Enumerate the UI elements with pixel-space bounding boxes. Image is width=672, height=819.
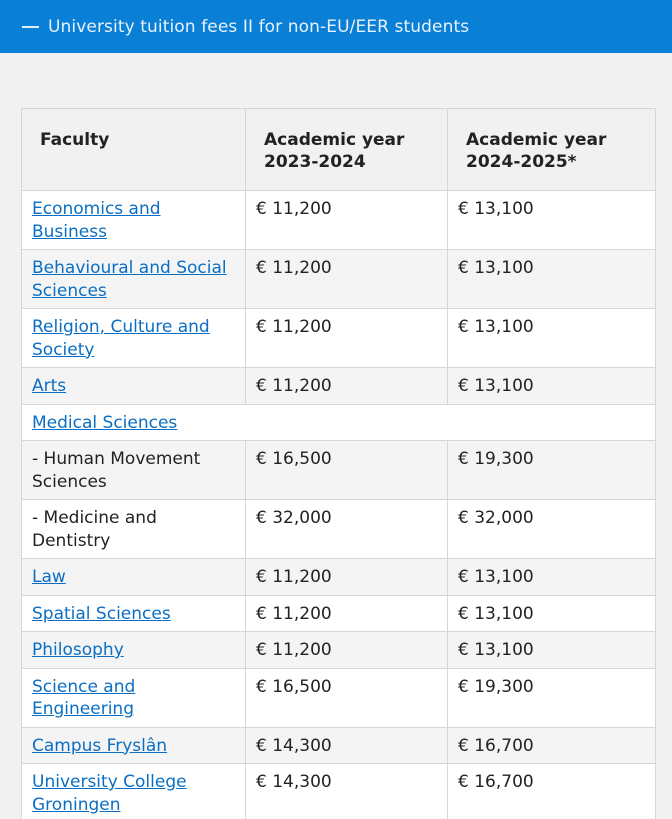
faculty-link[interactable]: Law <box>32 567 66 587</box>
fee-2023-2024-cell: € 11,200 <box>245 249 448 309</box>
fee-2023-2024-cell: € 11,200 <box>245 594 448 632</box>
fee-2024-2025-cell: € 13,100 <box>447 631 656 669</box>
faculty-cell: University College Groningen <box>21 763 246 819</box>
fee-2023-2024-cell: € 11,200 <box>245 558 448 596</box>
fee-2024-2025-cell: € 13,100 <box>447 249 656 309</box>
faculty-label: - Human Movement Sciences <box>32 449 201 492</box>
faculty-cell: Arts <box>21 367 246 405</box>
fee-2024-2025-cell: € 13,100 <box>447 367 656 405</box>
faculty-link[interactable]: Philosophy <box>32 640 124 660</box>
faculty-link[interactable]: Behavioural and Social Sciences <box>32 258 227 301</box>
faculty-cell: Religion, Culture and Society <box>21 308 246 368</box>
faculty-link[interactable]: Arts <box>32 376 67 396</box>
table-row: - Medicine and Dentistry € 32,000 € 32,000 <box>21 499 656 559</box>
table-row: Spatial Sciences € 11,200 € 13,100 <box>21 594 656 632</box>
faculty-cell: - Medicine and Dentistry <box>21 499 246 559</box>
fee-2024-2025-cell: € 32,000 <box>447 499 656 559</box>
fee-2023-2024-cell: € 14,300 <box>245 726 448 764</box>
faculty-cell: Philosophy <box>21 631 246 669</box>
table-row: Medical Sciences <box>21 403 656 441</box>
column-header-2024-2025: Academic year 2024-2025* <box>447 108 656 191</box>
table-row: University College Groningen € 14,300 € 16… <box>21 763 656 819</box>
faculty-cell: Economics and Business <box>21 190 246 250</box>
fee-2024-2025-cell: € 19,300 <box>447 440 656 500</box>
faculty-label: - Medicine and Dentistry <box>32 508 157 551</box>
faculty-link[interactable]: Science and Engineering <box>32 676 136 720</box>
fee-2023-2024-cell: € 16,500 <box>245 667 448 728</box>
table-row: Economics and Business € 11,200 € 13,100 <box>21 190 656 250</box>
tuition-fees-table: Faculty Academic year 2023-2024 Academic… <box>21 108 656 819</box>
column-header-faculty: Faculty <box>21 108 246 191</box>
fee-2023-2024-cell: € 16,500 <box>245 440 448 500</box>
column-header-2023-2024: Academic year 2023-2024 <box>245 108 448 191</box>
table-row: - Human Movement Sciences € 16,500 € 19,30… <box>21 440 656 500</box>
faculty-cell: Medical Sciences <box>21 403 656 441</box>
table-header-row: Faculty Academic year 2023-2024 Academic… <box>21 108 656 191</box>
fee-2024-2025-cell: € 16,700 <box>447 763 656 819</box>
table-row: Behavioural and Social Sciences € 11,200 €… <box>21 249 656 309</box>
fee-2023-2024-cell: € 11,200 <box>245 367 448 405</box>
faculty-link[interactable]: Economics and Business <box>32 199 161 242</box>
fee-2023-2024-cell: € 32,000 <box>245 499 448 559</box>
table-row: Science and Engineering € 16,500 € 19,300 <box>21 667 656 728</box>
table-row: Arts € 11,200 € 13,100 <box>21 367 656 405</box>
accordion-header-tuition-fees[interactable]: University tuition fees II for non-EU/EE… <box>0 0 672 53</box>
fee-2023-2024-cell: € 11,200 <box>245 190 448 250</box>
fee-2024-2025-cell: € 16,700 <box>447 726 656 764</box>
faculty-cell: - Human Movement Sciences <box>21 440 246 500</box>
minus-icon[interactable] <box>22 25 39 28</box>
accordion-title: University tuition fees II for non-EU/EE… <box>48 16 470 37</box>
faculty-link[interactable]: Religion, Culture and Society <box>32 317 210 360</box>
faculty-cell: Spatial Sciences <box>21 594 246 632</box>
fee-2023-2024-cell: € 11,200 <box>245 631 448 669</box>
faculty-cell: Law <box>21 558 246 596</box>
fee-2024-2025-cell: € 13,100 <box>447 594 656 632</box>
fee-2024-2025-cell: € 19,300 <box>447 667 656 728</box>
table-row: Law € 11,200 € 13,100 <box>21 558 656 596</box>
table-row: Religion, Culture and Society € 11,200 € 1… <box>21 308 656 368</box>
table-row: Campus Fryslân € 14,300 € 16,700 <box>21 726 656 764</box>
fee-2024-2025-cell: € 13,100 <box>447 558 656 596</box>
faculty-cell: Campus Fryslân <box>21 726 246 764</box>
faculty-link[interactable]: University College Groningen <box>32 772 187 815</box>
fee-2024-2025-cell: € 13,100 <box>447 308 656 368</box>
fee-2023-2024-cell: € 11,200 <box>245 308 448 368</box>
fee-2024-2025-cell: € 13,100 <box>447 190 656 250</box>
faculty-link[interactable]: Medical Sciences <box>32 412 178 433</box>
faculty-link[interactable]: Campus Fryslân <box>32 735 168 756</box>
faculty-cell: Behavioural and Social Sciences <box>21 249 246 309</box>
table-row: Philosophy € 11,200 € 13,100 <box>21 631 656 669</box>
faculty-cell: Science and Engineering <box>21 667 246 728</box>
fee-2023-2024-cell: € 14,300 <box>245 763 448 819</box>
faculty-link[interactable]: Spatial Sciences <box>32 603 171 624</box>
